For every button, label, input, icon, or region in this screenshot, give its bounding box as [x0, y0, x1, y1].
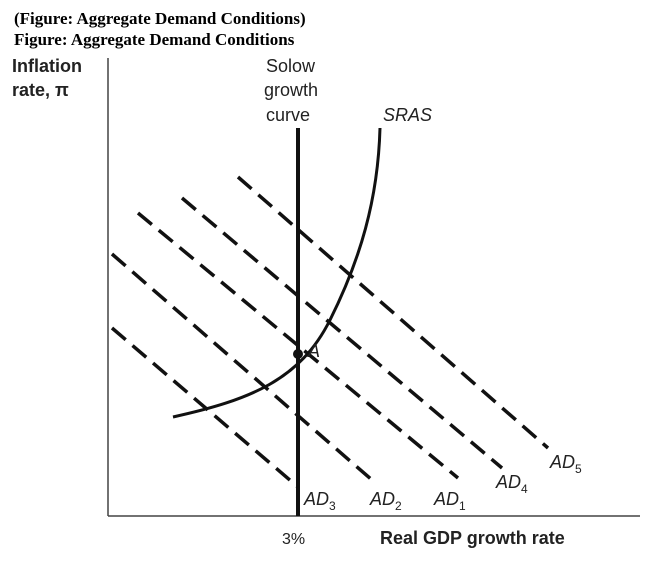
solow-label-line2: growth: [264, 80, 318, 100]
solow-label-line3: curve: [266, 105, 310, 125]
ad2-curve: [110, 252, 374, 482]
ad1-curve: [136, 211, 460, 480]
y-axis-label-line2: rate, π: [12, 80, 69, 100]
ad5-sub: 5: [575, 462, 582, 476]
ad5-curve: [236, 175, 550, 450]
ad5-label: AD5: [549, 452, 582, 476]
title-block: (Figure: Aggregate Demand Conditions) Fi…: [14, 8, 306, 50]
x-tick-label: 3%: [282, 531, 305, 548]
point-a-label: A: [307, 341, 320, 361]
x-axis-label: Real GDP growth rate: [380, 528, 565, 548]
figure-caption: (Figure: Aggregate Demand Conditions): [14, 9, 306, 28]
solow-label-line1: Solow: [266, 56, 316, 76]
ad5-name: AD: [549, 452, 575, 472]
ad1-name: AD: [433, 489, 459, 509]
ad1-label: AD1: [433, 489, 466, 513]
ad3-sub: 3: [329, 499, 336, 513]
ad4-label: AD4: [495, 472, 528, 496]
ad3-curve: [110, 326, 300, 489]
ad3-label: AD3: [303, 489, 336, 513]
figure-title: Figure: Aggregate Demand Conditions: [14, 30, 295, 49]
ad2-name: AD: [369, 489, 395, 509]
ad4-name: AD: [495, 472, 521, 492]
ad4-sub: 4: [521, 482, 528, 496]
ad2-label: AD2: [369, 489, 402, 513]
y-axis-label-line1: Inflation: [12, 56, 82, 76]
point-a-marker: [293, 349, 303, 359]
sras-label: SRAS: [383, 105, 432, 125]
sras-curve: [172, 127, 382, 419]
ad1-sub: 1: [459, 499, 466, 513]
ad4-curve: [180, 196, 504, 470]
ad3-name: AD: [303, 489, 329, 509]
ad2-sub: 2: [395, 499, 402, 513]
